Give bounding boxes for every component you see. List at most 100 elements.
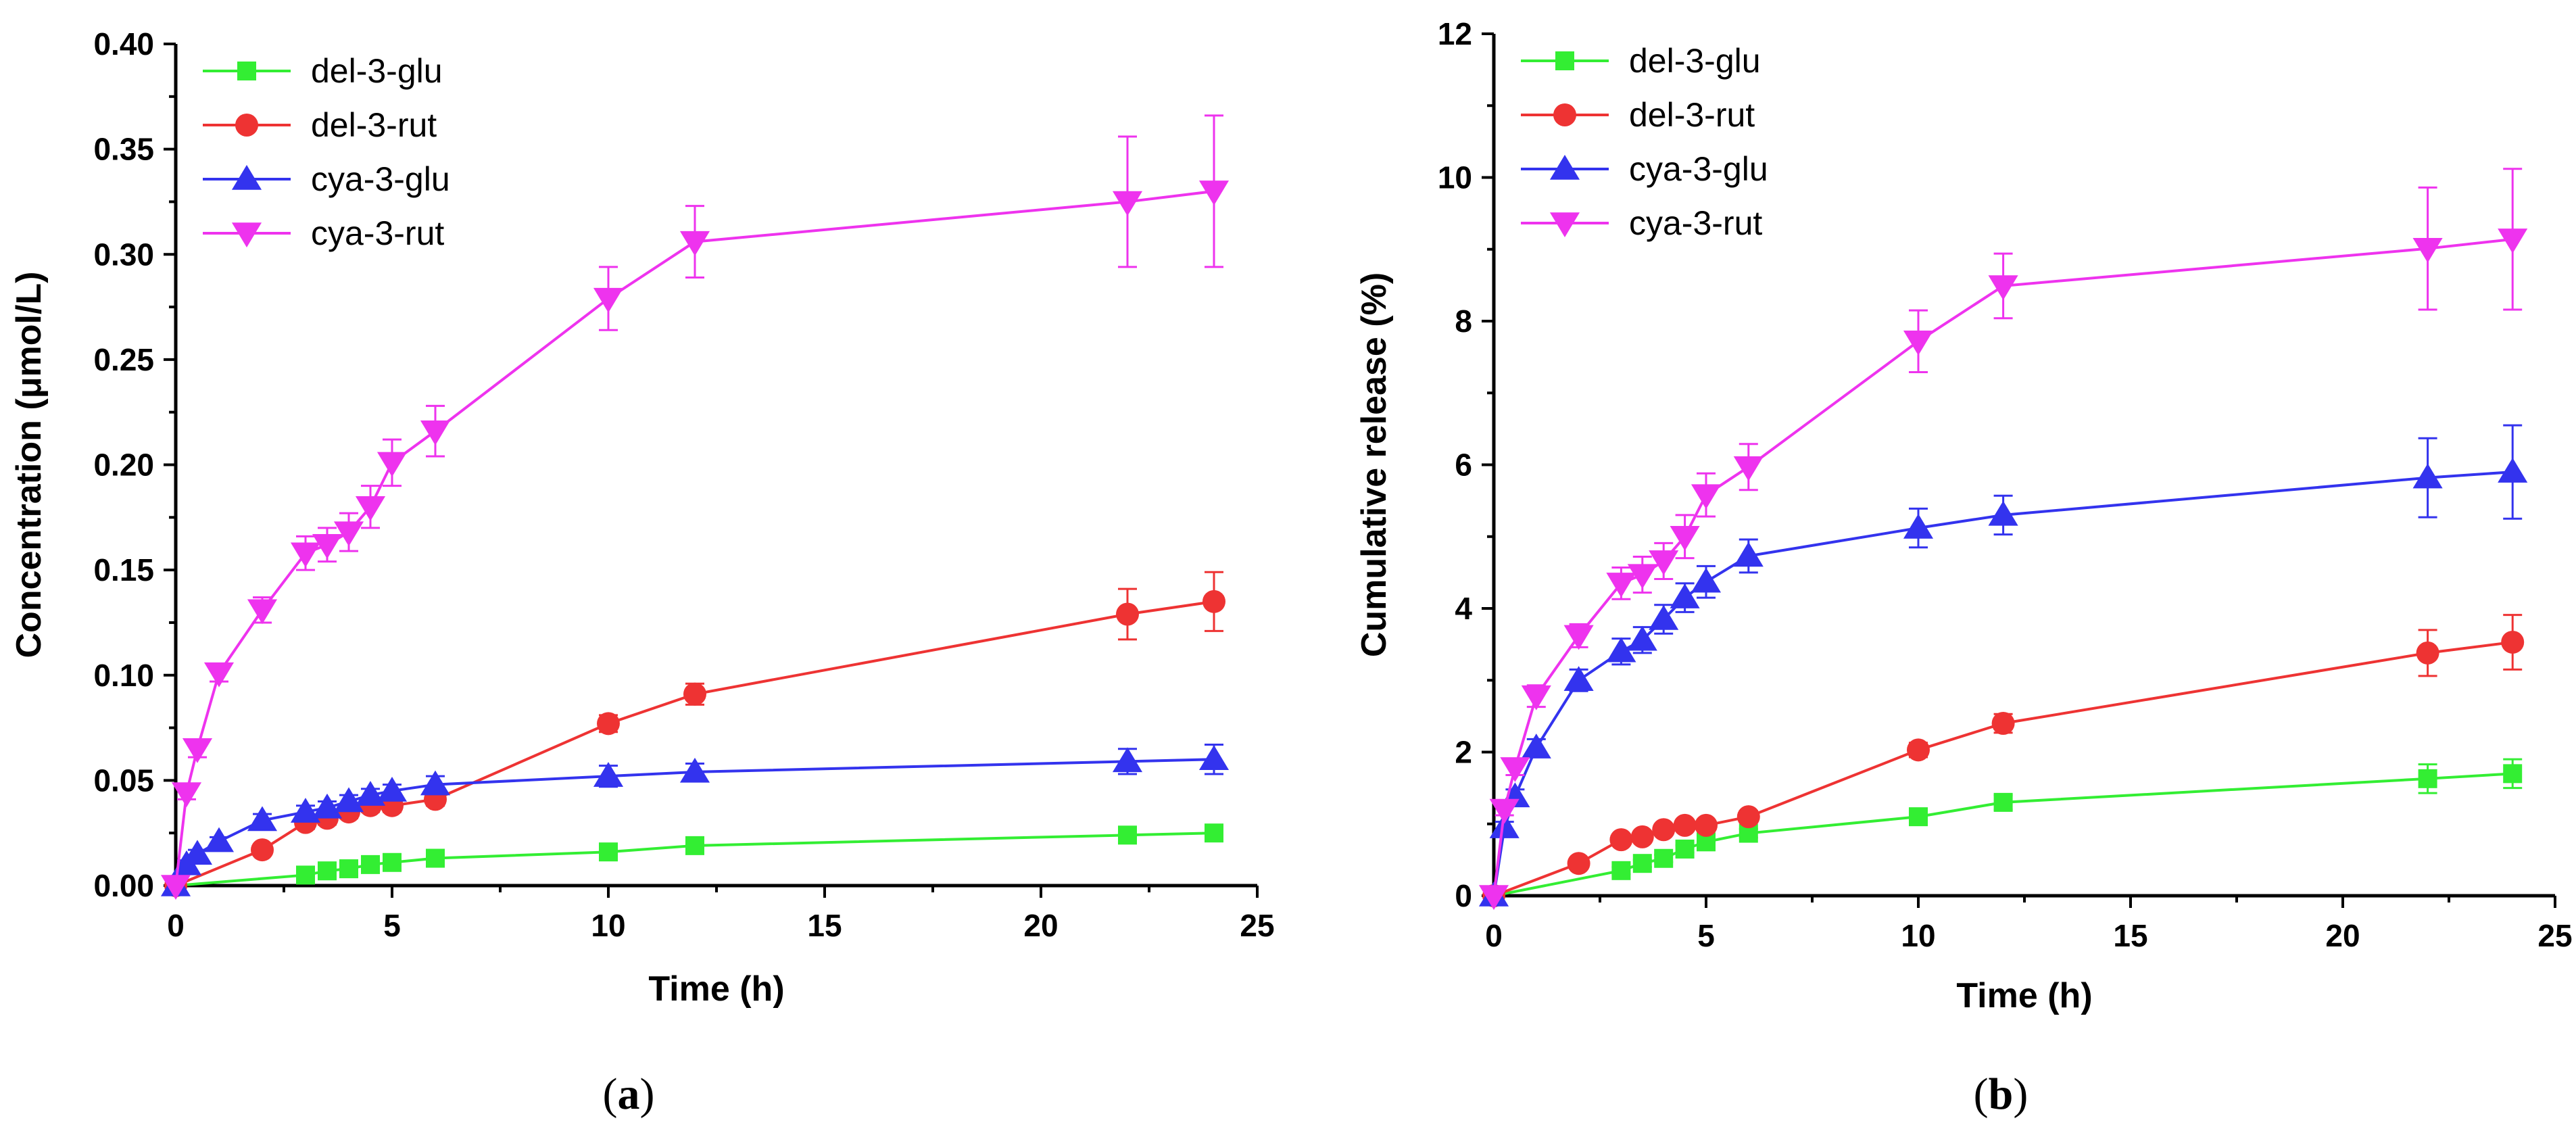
panel-b-del-3-rut-point [1673,813,1697,837]
panel-a-y-tick-label: 0.40 [93,26,154,62]
panel-b-cya-3-glu-point [1606,637,1636,663]
panel-b-x-tick-label: 5 [1697,918,1715,953]
panel-b-legend-item-del-3-glu: del-3-glu [1521,42,1761,80]
panel-b-legend-label: del-3-glu [1629,42,1761,80]
panel-a-cya-3-glu-point [1198,745,1230,770]
panel-b-del-3-rut-point [1695,813,1718,837]
panel-a-legend-label: del-3-rut [311,106,437,144]
panel-b-del-3-rut-point [1630,825,1654,848]
panel-b-y-tick-label: 10 [1438,160,1472,195]
panel-b-del-3-rut-point [1991,712,2015,735]
panel-b-legend-item-cya-3-rut: cya-3-rut [1521,204,1762,242]
panel-b-cya-3-rut-point [1563,625,1594,650]
panel-a-x-tick-label: 15 [807,908,842,943]
panel-b-cya-3-rut-point [1988,275,2018,300]
panel-b-legend-label: cya-3-rut [1629,204,1762,242]
panel-b-del-3-rut-point [1609,828,1633,852]
panel-b-legend-item-cya-3-glu: cya-3-glu [1521,150,1768,188]
panel-a-cya-3-rut-point [593,287,624,313]
panel-b-cya-3-rut-point [1691,484,1722,510]
panel-b-legend-label: cya-3-glu [1629,150,1768,188]
panel-a-cya-3-rut-point [333,521,364,547]
panel-b-y-axis-title: Cumulative release (%) [1355,272,1394,657]
panel-a-legend: del-3-glu del-3-rut cya-3-glu cya-3-rut [203,52,450,252]
panel-b-x-tick-label: 25 [2537,918,2572,953]
panel-b-cya-3-rut-point [1670,526,1700,551]
panel-a-series-del-3-glu [166,823,1223,895]
panel-a-del-3-rut-point [251,838,274,862]
panel-b-cya-3-glu-point [2412,463,2443,489]
panel-b-del-3-rut-point [1652,818,1676,842]
panel-a-del-3-glu-point [339,859,358,879]
panel-a-cya-3-rut-point [679,231,710,256]
panel-b-legend-item-del-3-rut: del-3-rut [1521,96,1755,134]
panel-b-series-cya-3-glu [1478,424,2528,907]
panel-b-legend-label: del-3-rut [1629,96,1755,134]
panel-b-del-3-rut-point [2501,630,2525,654]
panel-b-cya-3-rut-point [2498,228,2528,254]
panel-a-cya-3-rut-point [182,738,213,763]
panel-b-cya-3-glu-point [1627,625,1657,651]
panel-b-cya-3-glu-point [1691,567,1722,593]
panel-b-legend-marker [1549,212,1580,237]
panel-a-legend-item-del-3-rut: del-3-rut [203,106,437,144]
panel-b-label: (b) [1974,1069,2028,1119]
panel-a-del-3-glu-point [318,861,337,881]
panel-b-series-del-3-rut [1482,614,2525,907]
panel-a-label: (a) [603,1069,655,1119]
panel-b-y-tick-label: 4 [1455,591,1472,626]
panel-b-y-tick-label: 0 [1455,878,1472,913]
panel-a-legend-marker [237,62,256,80]
panel-a-axes: 0 5 10 15 20 25 0.00 0.05 0.10 0.15 0.20 0.25 0.30 0.… [93,26,1274,943]
panel-a-y-tick-label: 0.30 [93,237,154,272]
panel-b-y-tick-label: 8 [1455,304,1472,339]
panel-a-legend-label: cya-3-rut [311,214,444,252]
panel-b-cya-3-glu-point [1988,500,2018,526]
panel-a-x-tick-label: 0 [167,908,185,943]
panel-a-x-tick-label: 10 [591,908,625,943]
panel-b-del-3-glu-point [2418,769,2437,788]
panel-b-cya-3-rut-point [1627,564,1657,589]
panel-a-cya-3-rut-point [420,420,451,446]
panel-b-axes: 0 5 10 15 20 25 0 2 4 6 8 10 12 [1438,16,2573,953]
panel-a-del-3-glu-point [296,865,315,885]
panel-a-cya-3-rut-point [290,542,321,568]
panel-b-x-tick-label: 20 [2325,918,2360,953]
panel-a-legend-marker [231,222,262,247]
panel-b-cya-3-glu-point [1563,666,1594,691]
panel-b-y-tick-label: 6 [1455,448,1472,483]
panel-b-del-3-glu-point [1993,792,2013,812]
panel-a-legend-item-cya-3-glu: cya-3-glu [203,160,450,198]
panel-b-cya-3-glu-point [2498,458,2528,483]
panel-b-x-axis-title: Time (h) [1956,976,2092,1015]
panel-b-cya-3-glu-point [1670,583,1700,608]
panel-a-cya-3-rut-point [160,875,191,900]
panel-b-y-tick-label: 2 [1455,735,1472,770]
panel-b-y-tick-label: 12 [1438,16,1472,51]
panel-a-legend-item-cya-3-rut: cya-3-rut [203,214,444,252]
panel-a-cya-3-glu-point [312,793,343,819]
panel-b-cya-3-rut-point [1521,685,1551,711]
panel-b-cya-3-rut-point [1733,456,1764,481]
panel-b-cya-3-glu-point [1903,514,1934,539]
panel-b-plot-area [1478,168,2528,910]
panel-a-cya-3-glu-point [1112,747,1143,773]
panel-b-del-3-glu-point [1611,861,1631,880]
panel-b-cya-3-rut-point [1478,885,1509,910]
panel-a-del-3-rut-point [1202,589,1225,613]
panel-b-cya-3-glu-point [1489,813,1520,838]
panel-a-y-tick-label: 0.05 [93,763,154,798]
panel-a-cya-3-glu-point [247,806,278,832]
panel-a-y-tick-label: 0.25 [93,342,154,377]
panel-a-del-3-glu-point [599,842,618,862]
panel-a-y-tick-label: 0.15 [93,552,154,587]
panel-b-cya-3-rut-point [1489,798,1520,824]
panel-a-cya-3-rut-point [247,599,278,625]
panel-b-del-3-rut-point [1567,852,1590,875]
panel-a-del-3-glu-point [1205,823,1223,843]
panel-b-chart: del-3-glu del-3-rut cya-3-glu cya-3-rut Tim… [1355,16,2573,1119]
panel-a-plot-area [160,114,1230,900]
panel-b-del-3-glu-point [1909,807,1928,827]
panel-a-legend-marker [235,114,258,137]
